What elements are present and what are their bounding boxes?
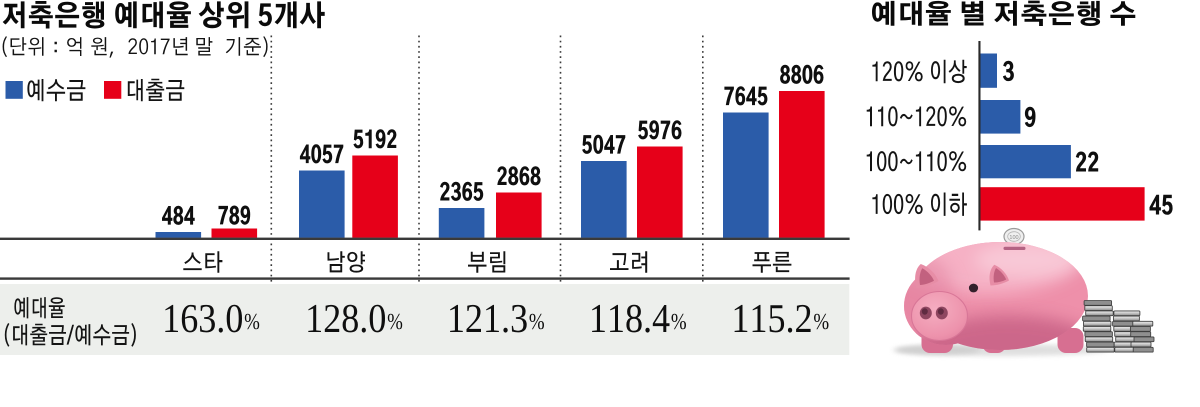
- svg-text:100: 100: [1009, 235, 1018, 241]
